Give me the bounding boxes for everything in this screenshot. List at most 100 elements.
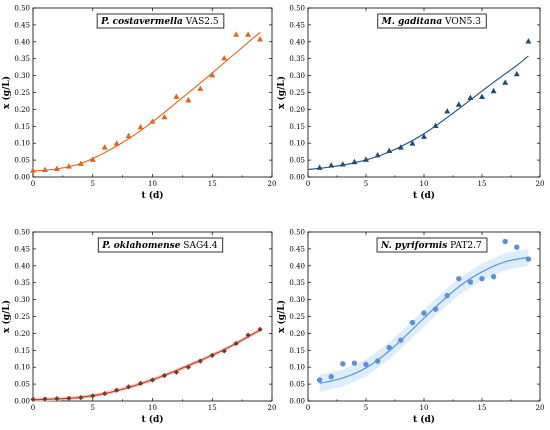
data-point [351,360,358,366]
fit-curve [319,256,529,384]
legend-species: M. gaditana [381,17,443,27]
y-tick-label: 0.45 [289,245,305,253]
legend-frame [377,13,487,29]
data-point [513,70,520,77]
data-point [490,273,497,280]
data-point [257,326,263,332]
y-tick-label: 0.30 [289,296,305,304]
legend-box: P. costavermella VAS2.5 [96,13,225,29]
x-tick-label: 20 [536,404,545,412]
data-point [316,377,323,383]
y-tick-label: 0.00 [14,174,30,182]
fit-curve [32,329,261,401]
plot-frame [32,231,273,402]
data-point [126,384,132,390]
data-point [490,87,497,94]
x-tick-label: 5 [91,180,95,188]
data-point [53,165,60,171]
chart-panel-3: 0.00 0.05 0.10 0.15 0.20 0.25 0.30 0.35 0.40 0.45… [1,229,276,426]
data-point [161,113,168,120]
data-point [66,395,72,401]
data-point [209,352,215,358]
data-point [467,279,474,285]
x-tick-label: 0 [306,404,310,412]
data-point [479,275,485,282]
data-point [409,319,416,326]
data-point [328,373,334,380]
y-tick-label: 0.40 [289,38,305,46]
y-tick-label: 0.00 [14,398,30,406]
data-point [467,94,474,100]
data-point [78,395,84,401]
data-point [351,158,358,165]
y-tick-label: 0.00 [289,398,305,406]
y-tick-label: 0.20 [289,106,305,114]
legend-strain: PAT2.7 [447,241,482,251]
fit-curve [32,31,261,172]
x-tick-label: 10 [148,180,157,188]
x-tick-label: 10 [420,404,429,412]
y-tick-label: 0.45 [289,21,305,29]
data-point [233,31,240,37]
y-tick-label: 0.10 [289,140,305,148]
y-tick-label: 0.05 [14,157,30,165]
data-point [137,380,144,387]
data-point [173,369,179,375]
chart-panel-4: 0.00 0.05 0.10 0.15 0.20 0.25 0.30 0.35 0.40 0.45… [276,229,544,426]
data-point [502,79,509,85]
data-point [432,306,439,312]
legend-label: P. oklahomense SAG4.4 [101,241,217,251]
legend-label: M. gaditana VON5.3 [381,17,481,27]
data-point [65,163,72,169]
y-tick-label: 0.25 [289,89,305,97]
legend-box: P. oklahomense SAG4.4 [97,237,224,253]
x-tick-label: 20 [268,180,277,188]
y-tick-label: 0.50 [289,229,305,237]
x-tick-label: 15 [478,404,487,412]
x-axis-label: t (d) [413,190,435,201]
data-point [386,147,393,154]
data-point [502,238,508,245]
y-tick-label: 0.10 [14,364,30,372]
x-tick-label: 15 [208,404,217,412]
legend-strain: VAS2.5 [183,17,219,27]
y-tick-label: 0.00 [289,174,305,182]
y-tick-label: 0.15 [289,347,305,355]
legend-species: N. pyriformis [380,241,447,251]
plot-frame [307,7,541,178]
x-tick-label: 20 [268,404,277,412]
y-tick-label: 0.30 [289,72,305,80]
data-point [455,101,462,107]
y-tick-label: 0.35 [289,55,305,63]
data-point [173,93,180,99]
data-point [421,133,427,139]
data-point [456,275,462,282]
y-tick-label: 0.50 [14,229,30,237]
data-point [197,358,203,364]
data-point [397,144,404,150]
data-point [363,361,369,368]
data-point [525,38,532,44]
y-tick-label: 0.40 [14,38,30,46]
x-tick-label: 0 [31,404,35,412]
y-tick-label: 0.25 [14,313,30,321]
y-tick-label: 0.35 [289,279,305,287]
y-tick-label: 0.20 [289,330,305,338]
y-tick-label: 0.50 [14,5,30,13]
x-tick-label: 5 [364,404,368,412]
data-point [233,340,239,347]
legend-species: P. oklahomense [101,241,180,251]
data-point [209,71,216,78]
data-point [221,348,227,354]
data-point [30,167,36,173]
y-tick-label: 0.20 [14,106,30,114]
data-point [409,140,416,146]
x-tick-label: 15 [208,180,217,188]
data-point [245,31,252,37]
x-tick-label: 0 [306,180,310,188]
x-axis-label: t (d) [413,414,435,425]
data-point [161,373,168,379]
chart-panel-2: 0.00 0.05 0.10 0.15 0.20 0.25 0.30 0.35 0.40 0.45… [276,5,544,202]
data-point [149,118,156,124]
